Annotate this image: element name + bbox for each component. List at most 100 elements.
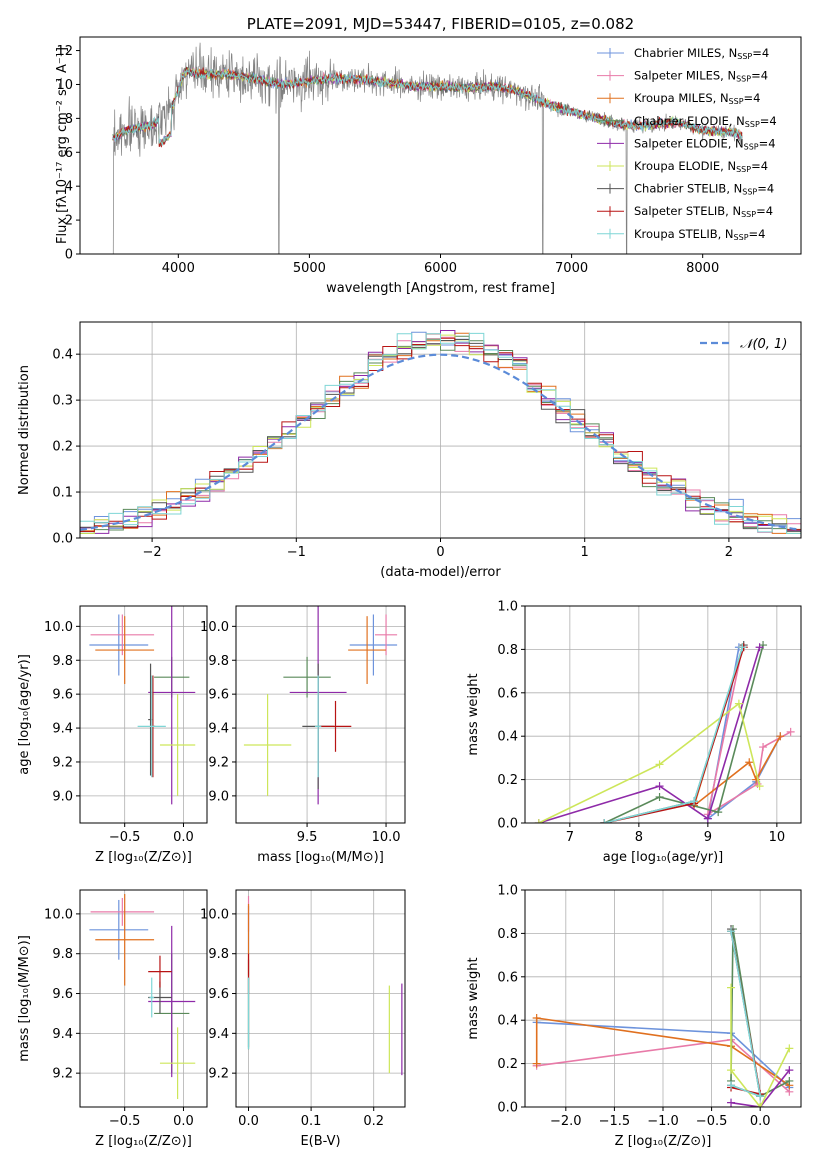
legend-label: Chabrier STELIB, N (634, 182, 742, 196)
weight-point (655, 782, 664, 791)
y-tick-label: 9.4 (208, 1027, 229, 1042)
x-tick-label: −2.0 (550, 1114, 582, 1129)
y-tick-label: 0.6 (497, 970, 518, 985)
y-tick-label: 9.2 (208, 1067, 229, 1082)
y-tick-label: 9.6 (52, 987, 73, 1002)
y-tick-label: 0.0 (52, 532, 73, 547)
y-axis-label: mass [log₁₀(M/M⊙)] (17, 935, 32, 1062)
legend-sub: SSP (741, 210, 756, 219)
legend-sub: SSP (736, 165, 751, 174)
legend-tail: =4 (751, 69, 768, 83)
legend-entry: Salpeter MILES, NSSP=4 (634, 69, 768, 84)
y-tick-label: 9.8 (52, 947, 73, 962)
x-tick-label: 6000 (424, 261, 457, 276)
y-tick-label: 0.4 (497, 1014, 518, 1029)
y-tick-label: 9.2 (208, 755, 229, 770)
y-tick-label: 9.8 (208, 654, 229, 669)
axes-frame (235, 605, 406, 824)
weight-line (538, 702, 761, 823)
normal-curve (80, 353, 801, 531)
weight-point (727, 983, 736, 992)
y-tick-label: 0.2 (497, 773, 518, 788)
plot-area (534, 641, 795, 823)
y-tick-label: 2 (65, 214, 73, 229)
y-tick-label: 9.0 (52, 789, 73, 804)
gridlines (236, 890, 405, 1107)
x-tick-label: −0.5 (696, 1114, 728, 1129)
weight-point (756, 1092, 765, 1101)
x-axis-label: Z [log₁₀(Z/Z⊙)] (95, 1134, 192, 1149)
y-axis-label: age [log₁₀(age/yr)] (17, 654, 32, 775)
y-tick-label: 9.6 (208, 688, 229, 703)
x-tick-label: −0.5 (109, 830, 141, 845)
weight-point (734, 699, 743, 708)
legend-entry: Kroupa ELODIE, NSSP=4 (634, 159, 768, 174)
weight-point (776, 732, 785, 741)
y-tick-label: 1.0 (497, 600, 518, 615)
weight-point (786, 727, 795, 736)
x-tick-label: 0.0 (750, 1114, 771, 1129)
legend-sub: SSP (744, 142, 759, 151)
y-tick-label: 9.4 (208, 722, 229, 737)
residual-histogram (80, 332, 801, 534)
panel-spectrum: 4000 5000 6000 7000 8000 0 2 4 6 8 10 12 Chabrier MI… (55, 15, 802, 296)
gridlines (525, 889, 801, 1108)
y-tick-label: 9.8 (52, 654, 73, 669)
weight-point (714, 808, 723, 817)
weight-point (759, 641, 768, 650)
x-axis-label: (data-model)/error (380, 565, 501, 580)
weight-point (690, 797, 699, 806)
legend-tail: =4 (757, 182, 774, 196)
weight-point (727, 1098, 736, 1107)
axes-frame (79, 36, 802, 255)
x-tick-label: 10.0 (372, 830, 401, 845)
x-tick-label: 9.5 (297, 830, 318, 845)
weight-point (785, 1044, 794, 1053)
y-tick-label: 8 (65, 112, 73, 127)
y-tick-label: 9.2 (52, 1067, 73, 1082)
x-tick-label: 0.0 (173, 1114, 194, 1129)
weight-point (703, 814, 712, 823)
y-axis-label: Normed distribution (17, 365, 32, 495)
weight-point (785, 1066, 794, 1075)
legend-sub: SSP (745, 120, 760, 129)
x-tick-label: 5000 (293, 261, 326, 276)
y-tick-label: 0.2 (497, 1057, 518, 1072)
weight-point (755, 782, 764, 791)
x-tick-label: 2 (725, 545, 733, 560)
legend-tail: =4 (756, 204, 773, 218)
panel-age_vs_Z: −0.5 0.0 9.0 9.2 9.4 9.6 9.8 10.0 Z [log₁₀(Z/Z⊙)… (17, 605, 208, 865)
y-tick-label: 10 (56, 78, 73, 93)
y-tick-label: 9.4 (52, 1027, 73, 1042)
y-tick-label: 9.6 (208, 987, 229, 1002)
panel-age_vs_mass: 9.5 10.0 9.0 9.2 9.4 9.6 9.8 10.0 mass [log₁₀(M/… (200, 605, 406, 865)
x-tick-label: −2 (143, 545, 162, 560)
legend-label: Salpeter MILES, N (634, 69, 736, 83)
y-tick-label: 0.4 (497, 730, 518, 745)
weight-point (759, 743, 768, 752)
plot-area (112, 42, 743, 254)
legend-label: Kroupa MILES, N (634, 91, 729, 105)
weight-point (532, 1014, 541, 1023)
legend-label: Kroupa STELIB, N (634, 227, 734, 241)
legend-tail: =4 (749, 227, 766, 241)
plot-area (532, 925, 794, 1107)
weight-point (738, 643, 747, 652)
plot-area (89, 893, 196, 1100)
gridlines (80, 890, 207, 1107)
axes-frame (524, 605, 802, 824)
y-tick-label: 10.0 (44, 620, 73, 635)
weight-line (538, 646, 761, 823)
y-tick-label: 9.4 (52, 722, 73, 737)
panel-mass_vs_Z: −0.5 0.0 9.2 9.4 9.6 9.8 10.0 Z [log₁₀(Z/Z⊙)] ma… (17, 889, 208, 1149)
axes-frame (235, 889, 406, 1108)
x-tick-label: 9 (704, 830, 712, 845)
y-tick-label: 10.0 (200, 907, 229, 922)
y-tick-label: 0.0 (497, 817, 518, 832)
legend-entry: Kroupa STELIB, NSSP=4 (634, 227, 765, 242)
x-tick-label: 7 (566, 830, 574, 845)
weight-point (727, 1066, 736, 1075)
legend-sub: SSP (737, 52, 752, 61)
